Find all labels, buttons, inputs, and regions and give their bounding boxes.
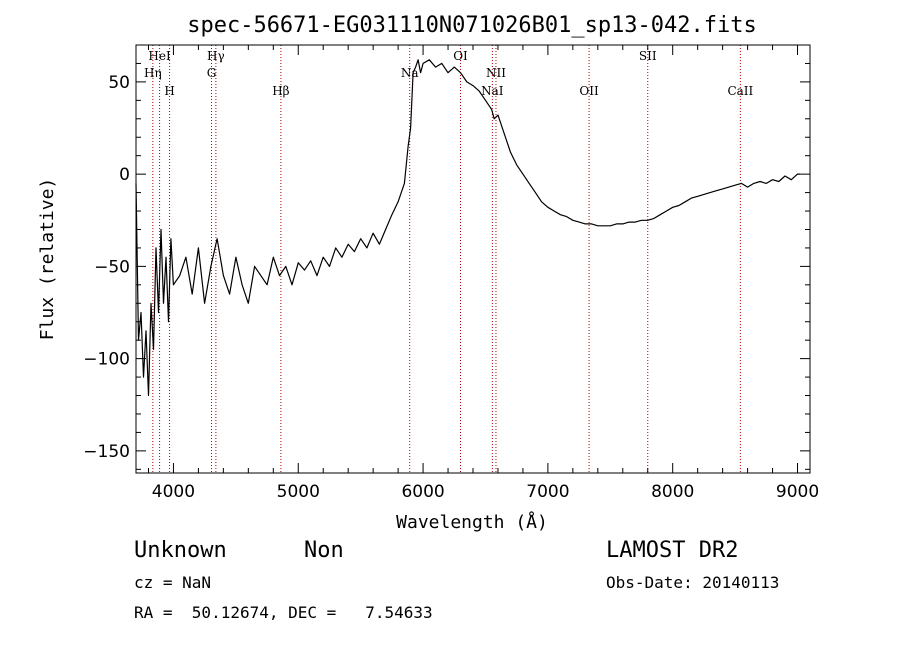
spectral-line-label: HeI [148, 49, 171, 63]
coordinates: RA = 50.12674, DEC = 7.54633 [134, 603, 433, 622]
spectral-line-label: G [207, 66, 217, 80]
chart-title: spec-56671-EG031110N071026B01_sp13-042.f… [187, 13, 757, 38]
x-tick-label: 5000 [277, 482, 320, 502]
x-axis-label: Wavelength (Å) [396, 511, 548, 533]
spectrum-chart: spec-56671-EG031110N071026B01_sp13-042.f… [37, 13, 819, 533]
spectral-line-label: H [164, 84, 174, 98]
y-tick-label: 0 [119, 165, 130, 185]
x-tick-label: 6000 [401, 482, 444, 502]
x-tick-label: 8000 [651, 482, 694, 502]
plot-frame [135, 44, 811, 474]
y-tick-label: −150 [83, 442, 130, 462]
obs-date: Obs-Date: 20140113 [606, 573, 780, 592]
y-tick-label: −50 [94, 257, 130, 277]
series-layer [135, 59, 800, 397]
x-tick-label: 4000 [152, 482, 195, 502]
spectral-line-label: Hβ [272, 84, 289, 98]
spectral-line-label: CaII [727, 84, 753, 98]
object-class: Unknown [134, 538, 227, 563]
survey-name: LAMOST DR2 [606, 538, 739, 563]
x-tick-label: 7000 [526, 482, 569, 502]
ticks-layer: 4000 5000 6000 7000 8000 9000 −150 −100 −50 0 50 [83, 45, 819, 502]
spectral-line-label: Hγ [207, 49, 225, 63]
spectral-line-label: NII [486, 66, 506, 80]
object-subclass: Non [304, 538, 344, 563]
y-axis-label: Flux (relative) [37, 178, 58, 341]
spectral-line-label: OI [453, 49, 468, 63]
cz-value: cz = NaN [134, 573, 212, 592]
y-tick-label: 50 [108, 73, 130, 93]
spectral-line-label: Na [401, 66, 419, 80]
spectral-line-label: NaI [481, 84, 504, 98]
spectral-line-label: SII [639, 49, 657, 63]
x-tick-label: 9000 [776, 482, 819, 502]
spectral-line-label: Hη [144, 66, 162, 80]
spectrum-line [135, 59, 800, 397]
spectral-lines-layer: HeI HηH Hγ G Hβ Na OI NII NaI OII SII CaII [144, 45, 754, 473]
spectral-line-label: OII [579, 84, 599, 98]
y-tick-label: −100 [83, 350, 130, 370]
